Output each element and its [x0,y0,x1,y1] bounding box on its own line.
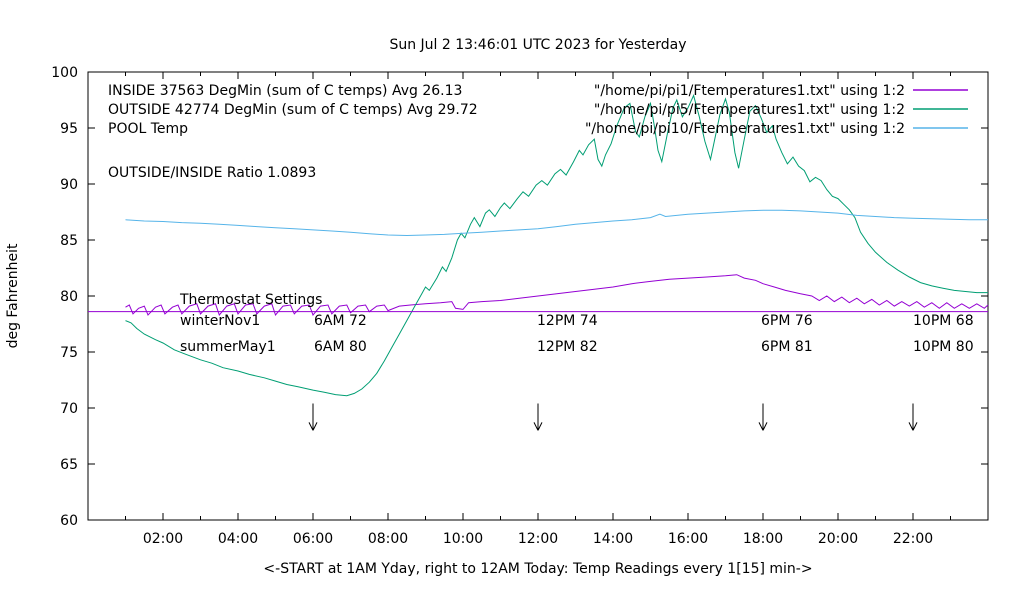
x-tick-label: 04:00 [218,531,258,547]
y-tick-label: 95 [60,121,78,137]
legend-label-outside-file: "/home/pi/pi5/Ftemperatures1.txt" using … [594,102,905,118]
legend-label-inside-file: "/home/pi/pi1/Ftemperatures1.txt" using … [594,83,905,99]
thermostat-winter-10pm: 10PM 68 [913,313,974,329]
x-tick-label: 02:00 [143,531,183,547]
x-tick-label: 06:00 [293,531,333,547]
y-tick-label: 60 [60,513,78,529]
y-tick-label: 90 [60,177,78,193]
thermostat-winter-12pm: 12PM 74 [537,313,598,329]
legend-label-pool-file: "/home/pi/pi10/Ftemperatures1.txt" using… [585,121,905,137]
y-tick-label: 100 [51,65,78,81]
legend: "/home/pi/pi1/Ftemperatures1.txt" using … [585,83,968,137]
series-lines [125,94,989,397]
y-tick-label: 85 [60,233,78,249]
x-tick-label: 16:00 [668,531,708,547]
stat-pool-temp: POOL Temp [108,121,188,137]
thermostat-heading: Thermostat Settings [179,292,322,308]
x-tick-label: 18:00 [743,531,783,547]
setting-change-arrow-head [537,422,543,431]
y-tick-label: 65 [60,457,78,473]
setting-change-arrow-head [308,422,314,431]
setting-change-arrow-head [758,422,764,431]
x-tick-label: 14:00 [593,531,633,547]
stat-outside-inside-ratio: OUTSIDE/INSIDE Ratio 1.0893 [108,165,316,181]
y-tick-label: 80 [60,289,78,305]
annotations-generated [88,311,988,431]
thermostat-summer-label: summerMay1 [180,339,276,355]
x-axis-label: <-START at 1AM Yday, right to 12AM Today… [263,561,812,577]
thermostat-summer-12pm: 12PM 82 [537,339,598,355]
x-tick-label: 08:00 [368,531,408,547]
x-tick-label: 10:00 [443,531,483,547]
series-line-pool [125,209,988,237]
tick-marks [88,71,988,521]
chart-title: Sun Jul 2 13:46:01 UTC 2023 for Yesterda… [389,37,686,53]
x-tick-label: 12:00 [518,531,558,547]
stat-inside-degmin: INSIDE 37563 DegMin (sum of C temps) Avg… [108,83,462,99]
y-tick-label: 70 [60,401,78,417]
y-tick-label: 75 [60,345,78,361]
setting-change-arrow-head [312,422,318,431]
thermostat-winter-label: winterNov1 [180,313,260,329]
y-axis-label: deg Fahrenheit [5,243,21,348]
thermostat-settings: Thermostat Settings winterNov1 6AM 72 12… [179,292,974,355]
thermostat-summer-6pm: 6PM 81 [761,339,813,355]
thermostat-winter-6am: 6AM 72 [314,313,367,329]
setting-change-arrow-head [533,422,539,431]
setting-change-arrow-head [908,422,914,431]
stat-outside-degmin: OUTSIDE 42774 DegMin (sum of C temps) Av… [108,102,478,118]
thermostat-summer-10pm: 10PM 80 [913,339,974,355]
x-tick-label: 22:00 [893,531,933,547]
series-line-outside [125,94,988,397]
tick-labels: 02:00 04:00 06:00 08:00 10:00 12:00 14:00 16:00… [51,65,933,547]
setting-change-arrow-head [762,422,768,431]
series-line-inside [125,274,989,317]
thermostat-winter-6pm: 6PM 76 [761,313,813,329]
thermostat-summer-6am: 6AM 80 [314,339,367,355]
setting-change-arrow-head [912,422,918,431]
x-tick-label: 20:00 [818,531,858,547]
